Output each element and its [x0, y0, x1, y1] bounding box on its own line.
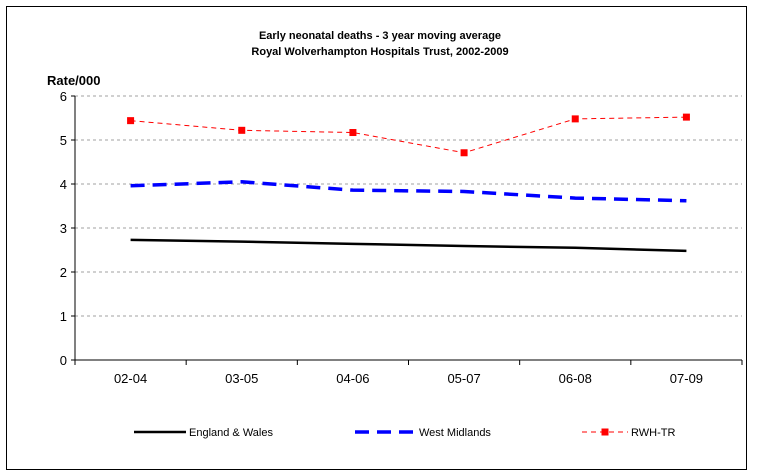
legend-label: England & Wales — [189, 427, 273, 439]
series-line-england-wales — [130, 238, 687, 253]
series-line-west-midlands — [130, 180, 687, 203]
axes: 0 1 2 3 4 5 6 02-04 03-05 04-06 05-07 06-08 07-09 — [60, 89, 743, 386]
x-tick-label: 04-06 — [336, 371, 369, 386]
data-point — [571, 115, 579, 123]
legend-marker — [601, 428, 609, 436]
x-tick-label: 06-08 — [559, 371, 592, 386]
data-point — [349, 129, 357, 137]
y-tick-label: 0 — [60, 353, 67, 368]
legend-label: RWH-TR — [631, 427, 675, 439]
data-point — [682, 113, 690, 121]
chart-title: Early neonatal deaths - 3 year moving av… — [259, 30, 501, 42]
chart-frame — [6, 6, 747, 470]
gridlines — [75, 95, 742, 317]
y-tick-label: 6 — [60, 89, 67, 104]
y-tick-label: 2 — [60, 265, 67, 280]
x-tick-label: 03-05 — [225, 371, 258, 386]
series-line-rwh-tr — [130, 116, 687, 154]
y-tick-label: 5 — [60, 133, 67, 148]
y-tick-label: 1 — [60, 309, 67, 324]
legend-label: West Midlands — [419, 427, 491, 439]
data-point — [127, 117, 135, 125]
y-axis-label: Rate/000 — [47, 73, 100, 88]
x-tick-label: 05-07 — [447, 371, 480, 386]
legend: England & Wales West Midlands RWH-TR — [134, 427, 675, 439]
series — [127, 113, 690, 253]
x-tick-label: 07-09 — [670, 371, 703, 386]
y-tick-label: 3 — [60, 221, 67, 236]
data-point — [238, 126, 246, 134]
chart-subtitle: Royal Wolverhampton Hospitals Trust, 200… — [251, 46, 508, 58]
x-tick-label: 02-04 — [114, 371, 147, 386]
y-tick-label: 4 — [60, 177, 67, 192]
data-point — [460, 149, 468, 157]
